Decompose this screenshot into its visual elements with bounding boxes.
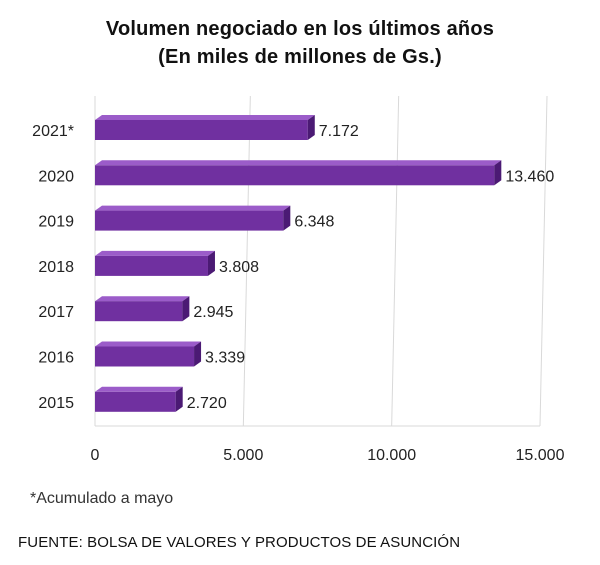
bar-top <box>95 341 202 347</box>
bar <box>95 255 208 276</box>
bar-side <box>175 386 183 412</box>
x-tick-label: 0 <box>91 447 100 464</box>
chart-title: Volumen negociado en los últimos años <box>105 18 495 40</box>
data-label: 13.460 <box>505 168 554 185</box>
bar-side <box>182 296 190 322</box>
footnote: *Acumulado a mayo <box>30 490 174 507</box>
y-tick-label: 2015 <box>38 395 74 412</box>
y-tick-label: 2019 <box>38 214 74 231</box>
bar-side <box>283 205 291 231</box>
bar-side <box>194 341 202 367</box>
x-tick-label: 10.000 <box>367 447 416 464</box>
bar-side <box>207 250 215 276</box>
x-tick-label: 15.000 <box>516 447 565 464</box>
bar-chart: 0 5.000 10.000 15.000 2021* 7.172 2020 13.460 20… <box>32 95 565 464</box>
gridline <box>391 95 400 427</box>
bar-top <box>95 205 291 211</box>
bar-top <box>95 160 502 166</box>
data-label: 3.339 <box>205 350 245 367</box>
y-tick-label: 2018 <box>38 259 74 276</box>
bar-top <box>95 386 183 392</box>
x-tick-label: 5.000 <box>223 447 263 464</box>
bar-top <box>95 115 315 120</box>
data-label: 2.945 <box>193 304 233 321</box>
data-label: 7.172 <box>319 123 359 140</box>
bar <box>95 210 284 231</box>
data-label: 6.348 <box>294 214 334 231</box>
bar-top <box>95 296 190 302</box>
bar <box>95 120 308 140</box>
bar-side <box>307 115 315 140</box>
y-tick-label: 2017 <box>38 304 74 321</box>
bar <box>95 165 495 186</box>
data-label: 2.720 <box>187 395 227 412</box>
y-tick-label: 2021* <box>32 123 74 140</box>
bar-top <box>95 250 215 256</box>
y-tick-label: 2016 <box>38 350 74 367</box>
chart-subtitle: (En miles de millones de Gs.) <box>158 46 442 68</box>
data-label: 3.808 <box>219 259 259 276</box>
bar <box>95 301 183 322</box>
gridline <box>242 95 251 427</box>
bar <box>95 391 176 412</box>
bar <box>95 346 195 367</box>
source-note: FUENTE: BOLSA DE VALORES Y PRODUCTOS DE … <box>18 534 461 551</box>
gridline <box>539 95 548 427</box>
y-tick-label: 2020 <box>38 168 74 185</box>
bar-side <box>494 160 502 186</box>
